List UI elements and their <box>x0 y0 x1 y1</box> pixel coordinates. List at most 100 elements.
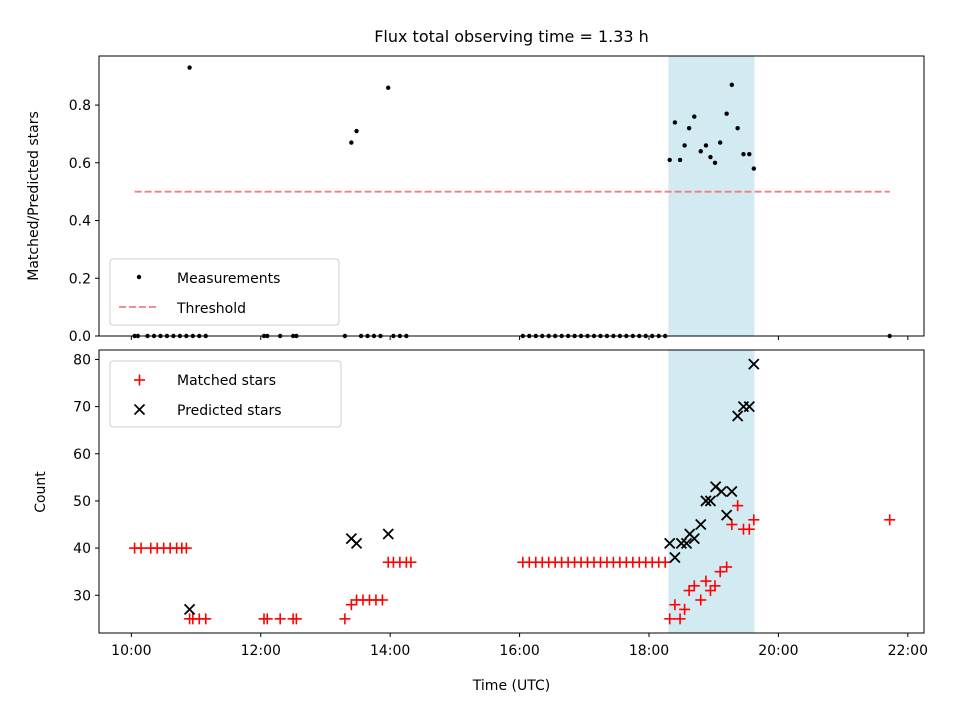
matched-star-point <box>274 613 286 625</box>
matched-star-point <box>884 514 896 526</box>
measurement-point <box>735 125 740 131</box>
matched-star-point <box>405 556 417 568</box>
measurement-point <box>747 151 752 157</box>
predicted-marker-b <box>743 400 755 413</box>
predicted-star-point <box>669 551 681 564</box>
measurement-point <box>717 140 723 145</box>
x-tick-label: 10:00 <box>111 643 151 659</box>
y-tick-label: 0.8 <box>69 98 91 114</box>
y-tick-label: 0.6 <box>69 156 91 172</box>
measurement-point <box>386 85 391 90</box>
matched-star-point <box>376 594 388 606</box>
top-y-axis-label: Matched/Predicted stars <box>26 111 42 281</box>
predicted-star-point <box>700 495 712 507</box>
y-tick-label: 40 <box>73 541 91 557</box>
bottom-y-axis-label: Count <box>33 471 49 513</box>
figure-title: Flux total observing time = 1.33 h <box>374 27 649 46</box>
matched-star-point <box>704 585 716 597</box>
top-legend: Measurements Threshold <box>109 258 340 326</box>
predicted-star-point <box>704 495 717 507</box>
measurement-point <box>751 166 757 171</box>
measurement-point <box>672 120 678 125</box>
predicted-marker-b <box>704 495 717 507</box>
x-tick-label: 20:00 <box>758 643 798 659</box>
top-axes-frame <box>98 55 925 337</box>
predicted-marker-b <box>680 537 693 550</box>
matched-star-point <box>261 613 273 625</box>
top-panel: 0.00.20.40.60.8 Matched/Predicted stars … <box>26 55 925 345</box>
bottom-x-axis-label: Time (UTC) <box>472 678 550 694</box>
matched-star-point <box>683 585 695 597</box>
legend-matched-marker <box>134 374 145 386</box>
y-tick-label: 0.4 <box>69 214 91 230</box>
measurement-point <box>698 149 703 154</box>
predicted-marker-b <box>732 410 744 422</box>
predicted-star-point <box>688 533 700 545</box>
legend-measurements-marker <box>136 274 142 280</box>
matched-star-points <box>129 500 896 625</box>
predicted-star-point <box>680 537 693 550</box>
y-tick-label: 60 <box>73 447 91 463</box>
bottom-legend-box <box>109 360 342 428</box>
predicted-star-points <box>183 358 760 616</box>
matched-star-point <box>679 603 691 615</box>
matched-star-point <box>714 566 726 578</box>
predicted-marker-b <box>695 518 707 531</box>
matched-star-point <box>339 613 351 625</box>
y-tick-label: 80 <box>73 352 91 368</box>
predicted-marker-b <box>748 358 760 370</box>
x-tick-label: 22:00 <box>888 643 928 659</box>
bottom-axes-frame <box>98 349 925 634</box>
predicted-star-point <box>183 603 196 616</box>
predicted-marker-b <box>382 528 394 540</box>
y-tick-label: 0.0 <box>69 329 91 345</box>
measurement-point <box>703 143 709 148</box>
y-tick-label: 0.2 <box>69 271 91 287</box>
measurement-point <box>349 140 354 145</box>
top-x-ticks <box>130 336 909 340</box>
matched-star-point <box>709 580 721 592</box>
predicted-marker-b <box>664 537 676 550</box>
predicted-marker-b <box>726 485 738 498</box>
measurement-point <box>682 143 687 148</box>
predicted-marker-b <box>350 537 363 550</box>
x-tick-label: 16:00 <box>499 643 539 659</box>
predicted-marker-b <box>669 551 681 564</box>
measurement-point <box>724 111 729 116</box>
measurement-point <box>354 128 359 134</box>
predicted-star-point <box>695 518 707 531</box>
legend-predicted-label: Predicted stars <box>177 403 282 419</box>
measurement-point <box>741 151 746 157</box>
matched-star-point <box>695 594 707 606</box>
matched-star-point <box>700 575 712 587</box>
predicted-marker-b <box>183 603 196 616</box>
legend-predicted-marker <box>133 403 146 416</box>
matched-star-point <box>721 561 733 573</box>
predicted-star-point <box>732 410 744 422</box>
matched-star-point <box>664 613 676 625</box>
predicted-marker-b <box>721 509 733 521</box>
predicted-marker-b <box>715 485 728 498</box>
bottom-y-ticks: 30 40 50 60 70 80 <box>73 352 99 604</box>
matched-star-point <box>688 580 700 592</box>
predicted-star-point <box>382 528 394 540</box>
predicted-star-point <box>748 358 760 370</box>
y-tick-label: 30 <box>73 588 91 604</box>
predicted-star-point <box>664 537 676 550</box>
measurement-point <box>692 114 697 119</box>
y-tick-label: 50 <box>73 494 91 510</box>
matched-star-point <box>659 556 671 568</box>
predicted-marker-b <box>700 495 712 507</box>
predicted-star-point <box>721 509 733 521</box>
y-tick-label: 70 <box>73 400 91 416</box>
x-tick-label: 18:00 <box>629 643 669 659</box>
matched-star-point <box>345 599 357 611</box>
top-y-ticks: 0.0 0.2 0.4 0.6 0.8 <box>69 98 99 345</box>
bottom-legend: Matched stars Predicted stars <box>109 360 342 428</box>
predicted-star-point <box>675 537 687 550</box>
matched-star-point <box>135 542 147 554</box>
matched-star-point <box>732 500 744 512</box>
top-highlight-span <box>668 56 755 336</box>
matched-star-point <box>674 613 686 625</box>
